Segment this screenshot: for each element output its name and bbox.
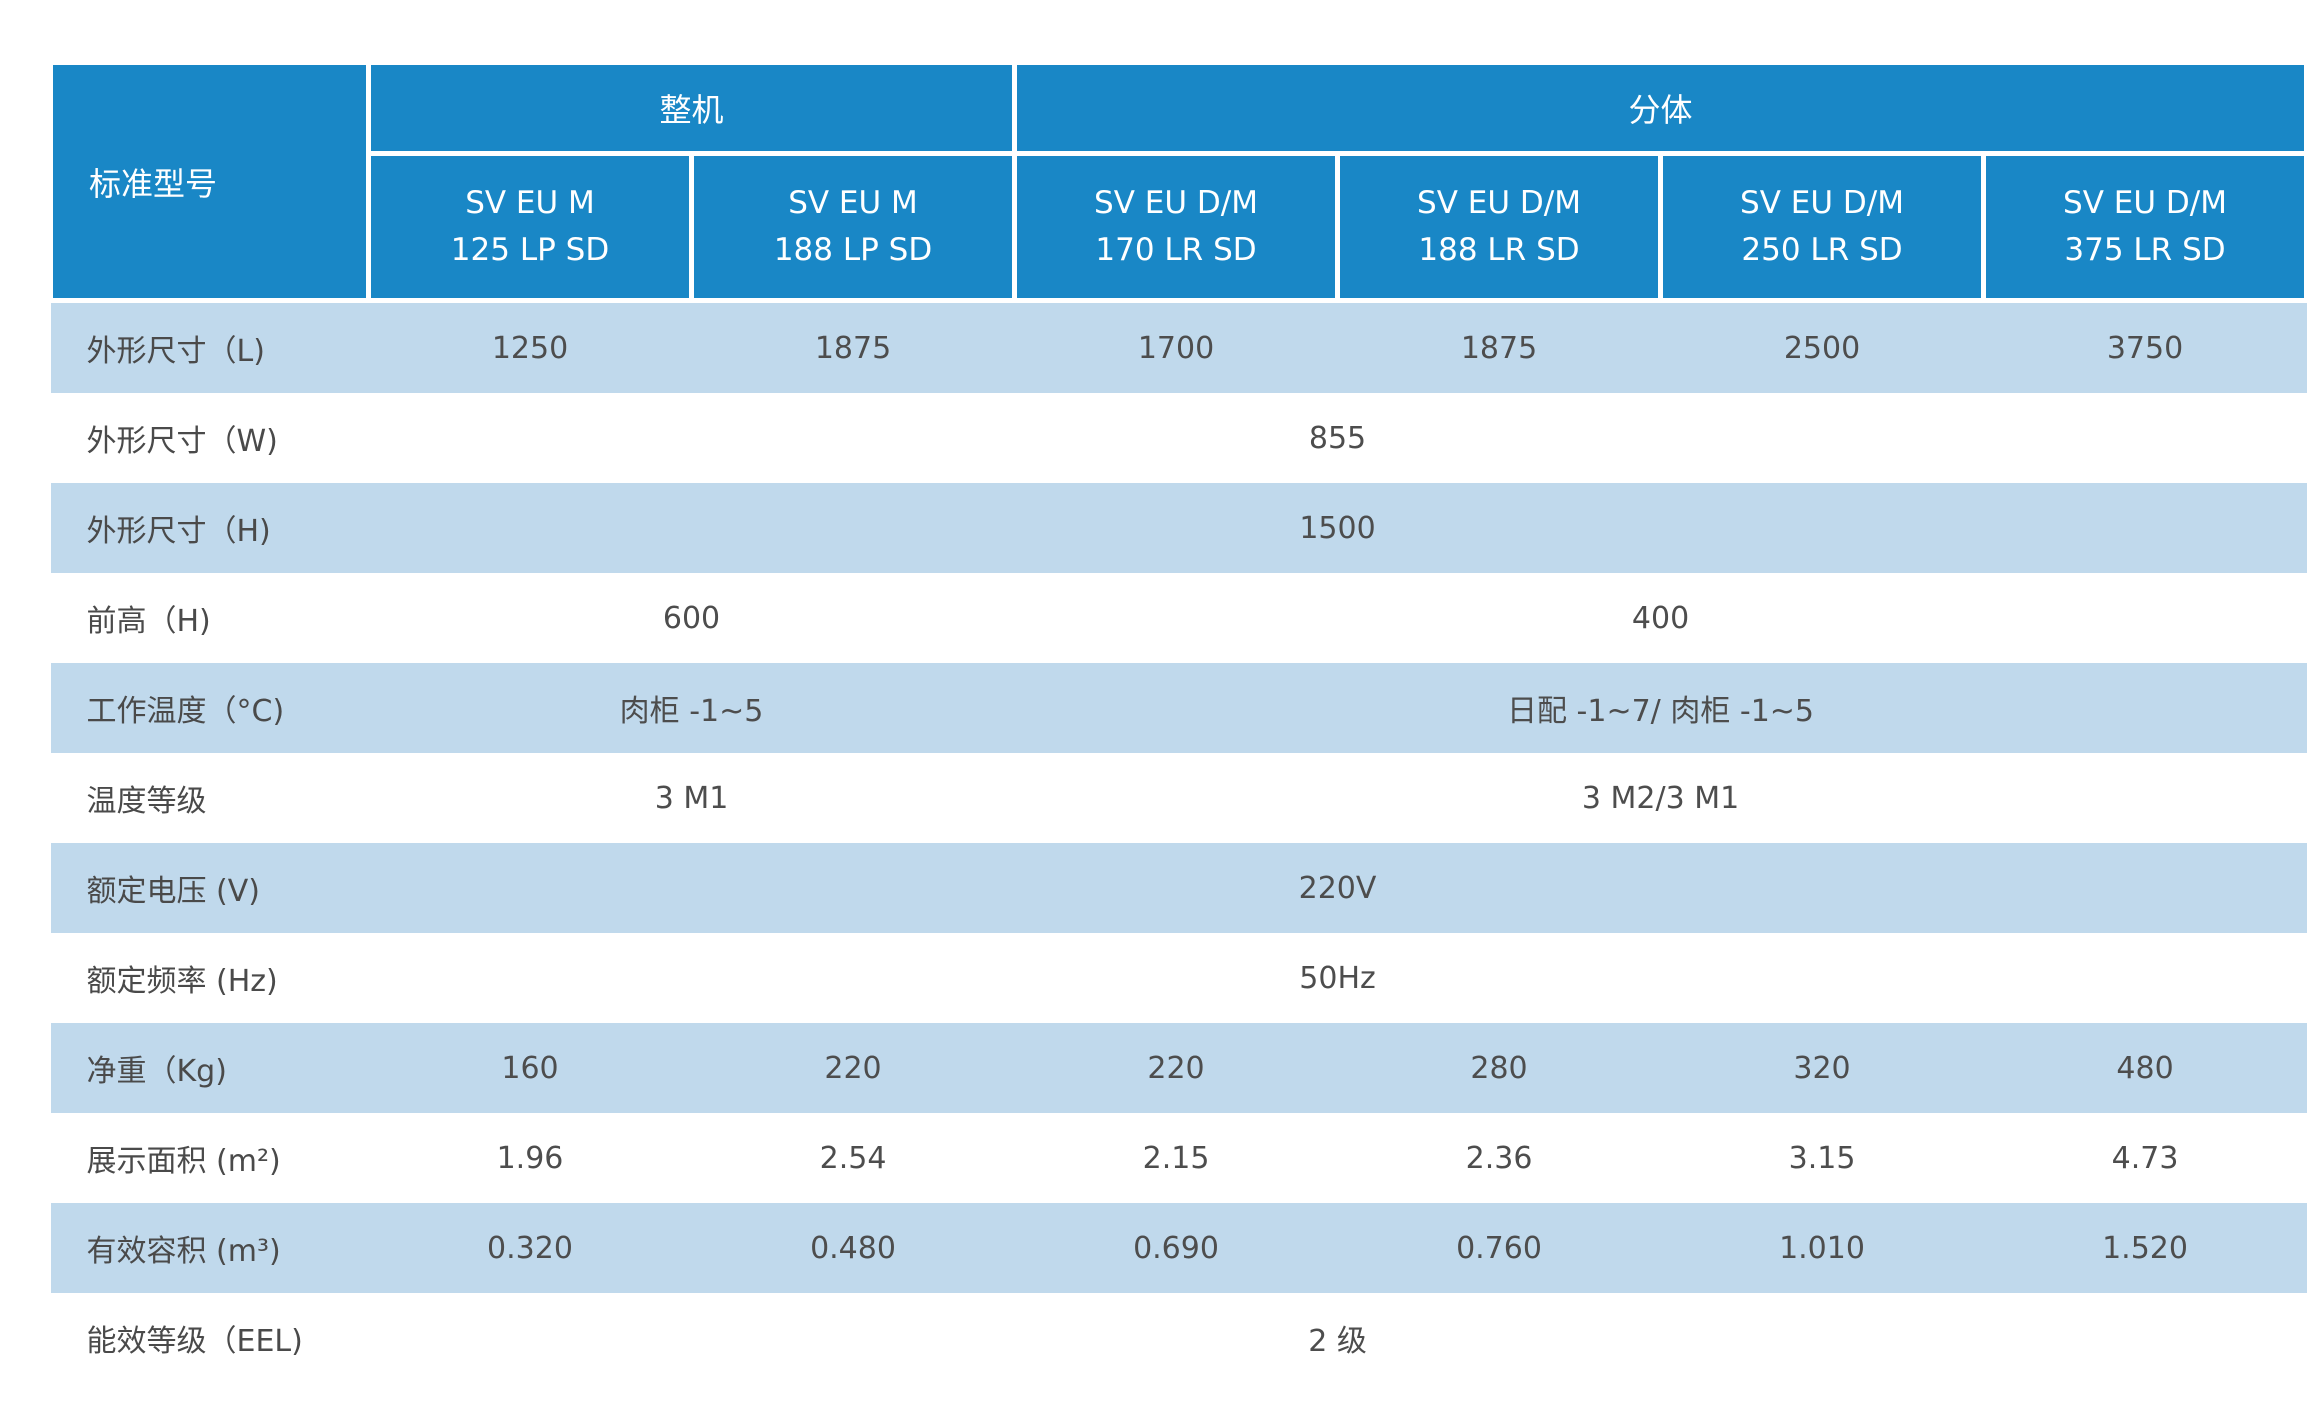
cell-value-split-group: 400 [1014, 573, 2307, 663]
cell-value: 320 [1660, 1023, 1984, 1113]
table-row: 额定电压 (V) 220V [50, 843, 2307, 933]
table-row: 工作温度（°C) 肉柜 -1~5 日配 -1~7/ 肉柜 -1~5 [50, 663, 2307, 753]
row-label: 前高（H) [50, 573, 369, 663]
cell-value: 0.760 [1337, 1203, 1661, 1293]
table-row: 有效容积 (m³) 0.320 0.480 0.690 0.760 1.010 … [50, 1203, 2307, 1293]
row-label: 额定频率 (Hz) [50, 933, 369, 1023]
table-row: 外形尺寸（L) 1250 1875 1700 1875 2500 3750 [50, 300, 2307, 393]
model-name-line2: 125 LP SD [450, 232, 610, 268]
cell-value: 1875 [691, 300, 1015, 393]
row-label: 有效容积 (m³) [50, 1203, 369, 1293]
group-header-split: 分体 [1012, 60, 2310, 156]
corner-header-cell: 标准型号 [48, 60, 371, 303]
model-name-line1: SV EU D/M [1740, 185, 1904, 221]
cell-value-span-all: 1500 [368, 483, 2307, 573]
row-label: 外形尺寸（W) [50, 393, 369, 483]
cell-value: 0.690 [1014, 1203, 1338, 1293]
cell-value: 4.73 [1983, 1113, 2307, 1203]
model-name-line2: 170 LR SD [1095, 232, 1257, 268]
row-label: 净重（Kg) [50, 1023, 369, 1113]
cell-value: 1250 [368, 300, 692, 393]
group-header-whole: 整机 [365, 60, 1018, 156]
cell-value: 3.15 [1660, 1113, 1984, 1203]
table-row: 净重（Kg) 160 220 220 280 320 480 [50, 1023, 2307, 1113]
cell-value: 480 [1983, 1023, 2307, 1113]
cell-value: 2500 [1660, 300, 1984, 393]
cell-value: 0.480 [691, 1203, 1015, 1293]
cell-value-span-all: 2 级 [368, 1293, 2307, 1383]
cell-value: 220 [1014, 1023, 1338, 1113]
row-label: 能效等级（EEL) [50, 1293, 369, 1383]
cell-value-span-all: 855 [368, 393, 2307, 483]
cell-value-whole-group: 600 [368, 573, 1015, 663]
table-row: 外形尺寸（H) 1500 [50, 483, 2307, 573]
cell-value: 1.010 [1660, 1203, 1984, 1293]
spec-table: 标准型号 整机 分体 SV EU M 125 LP SD SV EU M 188… [48, 60, 2310, 1383]
model-header-cell: SV EU D/M 188 LR SD [1335, 151, 1664, 303]
model-name-line2: 188 LP SD [773, 232, 933, 268]
cell-value: 1875 [1337, 300, 1661, 393]
table-row: 前高（H) 600 400 [50, 573, 2307, 663]
model-name-line1: SV EU D/M [1094, 185, 1258, 221]
spec-table-container: 标准型号 整机 分体 SV EU M 125 LP SD SV EU M 188… [48, 60, 2310, 1383]
cell-value: 1.520 [1983, 1203, 2307, 1293]
cell-value-split-group: 3 M2/3 M1 [1014, 753, 2307, 843]
cell-value-span-all: 50Hz [368, 933, 2307, 1023]
row-label: 外形尺寸（H) [50, 483, 369, 573]
table-row: 温度等级 3 M1 3 M2/3 M1 [50, 753, 2307, 843]
model-header-cell: SV EU M 188 LP SD [688, 151, 1018, 303]
table-row: 外形尺寸（W) 855 [50, 393, 2307, 483]
row-label: 展示面积 (m²) [50, 1113, 369, 1203]
cell-value: 280 [1337, 1023, 1661, 1113]
cell-value: 2.36 [1337, 1113, 1661, 1203]
model-header-cell: SV EU D/M 375 LR SD [1981, 151, 2310, 303]
cell-value: 220 [691, 1023, 1015, 1113]
cell-value: 1.96 [368, 1113, 692, 1203]
cell-value-whole-group: 3 M1 [368, 753, 1015, 843]
cell-value: 160 [368, 1023, 692, 1113]
table-row: 能效等级（EEL) 2 级 [50, 1293, 2307, 1383]
row-label: 外形尺寸（L) [50, 300, 369, 393]
cell-value: 1700 [1014, 300, 1338, 393]
cell-value: 3750 [1983, 300, 2307, 393]
model-name-line1: SV EU M [465, 185, 595, 221]
table-row: 额定频率 (Hz) 50Hz [50, 933, 2307, 1023]
model-name-line1: SV EU D/M [2063, 185, 2227, 221]
header-model-row: SV EU M 125 LP SD SV EU M 188 LP SD SV E… [51, 151, 2310, 303]
model-name-line2: 250 LR SD [1741, 232, 1903, 268]
cell-value-whole-group: 肉柜 -1~5 [368, 663, 1015, 753]
cell-value-split-group: 日配 -1~7/ 肉柜 -1~5 [1014, 663, 2307, 753]
model-header-cell: SV EU D/M 250 LR SD [1658, 151, 1987, 303]
model-name-line1: SV EU D/M [1417, 185, 1581, 221]
table-row: 展示面积 (m²) 1.96 2.54 2.15 2.36 3.15 4.73 [50, 1113, 2307, 1203]
header-group-row: 标准型号 整机 分体 [48, 60, 2310, 303]
model-name-line2: 375 LR SD [2064, 232, 2226, 268]
row-label: 额定电压 (V) [50, 843, 369, 933]
cell-value: 2.15 [1014, 1113, 1338, 1203]
model-name-line1: SV EU M [788, 185, 918, 221]
cell-value: 0.320 [368, 1203, 692, 1293]
row-label: 温度等级 [50, 753, 369, 843]
model-header-cell: SV EU M 125 LP SD [366, 151, 694, 303]
cell-value-span-all: 220V [368, 843, 2307, 933]
cell-value: 2.54 [691, 1113, 1015, 1203]
row-label: 工作温度（°C) [50, 663, 369, 753]
model-name-line2: 188 LR SD [1418, 232, 1580, 268]
model-header-cell: SV EU D/M 170 LR SD [1012, 151, 1341, 303]
